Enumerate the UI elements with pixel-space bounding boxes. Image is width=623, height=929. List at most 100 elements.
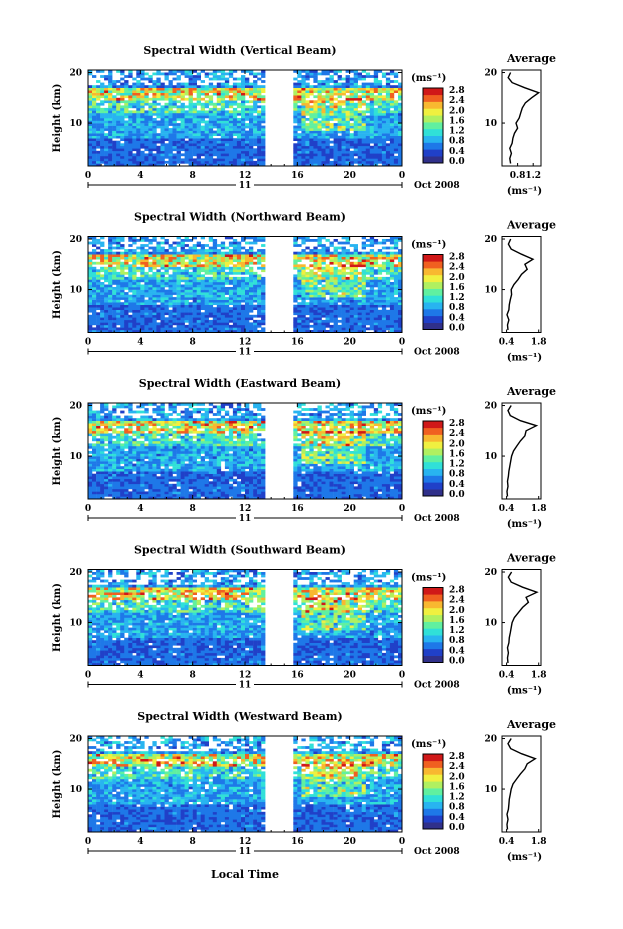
colorbar-tick-label: 0.4 [449,813,465,823]
colorbar-unit-label: (ms⁻¹) [411,406,446,417]
colorbar-segment [423,822,443,830]
day-label: 11 [239,514,252,524]
y-axis-label: Height (km) [52,250,63,319]
colorbar-segment [423,655,443,663]
avg-x-axis-label: (ms⁻¹) [507,353,542,364]
avg-y-tick-label: 20 [484,235,497,245]
x-tick-label: 4 [137,504,143,514]
colorbar-tick-label: 1.6 [449,449,465,459]
avg-y-tick-label: 20 [484,568,497,578]
colorbar-segment [423,808,443,816]
x-tick-label: 12 [239,837,252,847]
colorbar-tick-label: 1.2 [449,127,465,137]
y-tick-label: 20 [69,69,82,79]
colorbar-segment [423,295,443,303]
y-axis-label: Height (km) [52,84,63,153]
avg-y-tick-label: 10 [484,286,497,296]
colorbar-segment [423,281,443,289]
x-tick-label: 20 [343,837,356,847]
colorbar-segment [423,815,443,823]
colorbar-tick-label: 0.0 [449,157,465,167]
y-tick-label: 20 [69,402,82,412]
y-tick-label: 10 [69,119,82,129]
colorbar-segment [423,774,443,782]
spectral-width-field [88,736,403,833]
colorbar-segment [423,594,443,602]
date-label: Oct 2008 [414,514,460,524]
colorbar-tick-label: 0.0 [449,823,465,833]
panel-2: Spectral Width (Eastward Beam) 0 4 8 12 16 20 0… [52,377,556,530]
colorbar-segment [423,288,443,296]
average-title: Average [506,552,556,565]
colorbar-segment [423,261,443,269]
date-label: Oct 2008 [414,181,460,191]
colorbar-segment [423,122,443,130]
avg-x-tick-label: 1.8 [531,837,547,847]
colorbar-tick-label: 0.0 [449,657,465,667]
average-profile-line [506,238,535,331]
average-title: Average [506,385,556,398]
colorbar-frame [422,420,444,497]
colorbar-tick-label: 2.0 [449,106,465,116]
colorbar-segment [423,628,443,636]
colorbar-segment [423,760,443,768]
colorbar-tick-label: 0.8 [449,803,465,813]
day-label-bg [236,513,254,523]
spectral-width-field [88,70,403,167]
day-label: 11 [239,348,252,358]
colorbar-tick-label: 0.4 [449,313,465,323]
day-label-bg [236,346,254,357]
colorbar-tick-label: 2.4 [449,596,465,606]
colorbar-unit-label: (ms⁻¹) [411,573,446,584]
x-tick-label: 20 [343,671,356,681]
x-tick-label: 16 [291,171,304,181]
average-profile-line [506,571,539,664]
panel-title: Spectral Width (Northward Beam) [134,211,346,224]
x-tick-label: 20 [343,171,356,181]
date-label: Oct 2008 [414,348,460,358]
day-label-bg [236,180,254,190]
x-tick-label: 0 [85,671,91,681]
x-tick-label: 8 [190,171,196,181]
colorbar-tick-label: 2.8 [449,419,465,429]
panel-title: Spectral Width (Westward Beam) [137,710,342,723]
x-tick-label: 12 [239,504,252,514]
x-tick-label: 4 [137,837,143,847]
average-title: Average [506,219,556,232]
colorbar-segment [423,421,443,429]
average-frame [501,236,542,333]
x-tick-label: 8 [190,671,196,681]
colorbar-tick-label: 1.6 [449,616,465,626]
colorbar-segment [423,142,443,150]
colorbar-tick-label: 2.4 [449,263,465,273]
x-tick-label: 0 [85,504,91,514]
avg-x-tick-label: 1.2 [525,171,541,181]
colorbar-tick-label: 1.2 [449,793,465,803]
colorbar-tick-label: 2.4 [449,96,465,106]
average-title: Average [506,52,556,65]
avg-x-tick-label: 1.8 [531,671,547,681]
colorbar-tick-label: 2.8 [449,586,465,596]
colorbar-segment [423,621,443,629]
colorbar-tick-label: 1.2 [449,626,465,636]
colorbar-tick-label: 2.4 [449,429,465,439]
colorbar-segment [423,475,443,483]
day-label-bg [236,846,254,856]
colorbar-tick-label: 0.4 [449,646,465,656]
average-profile-line [507,72,541,164]
colorbar-tick-label: 0.4 [449,147,465,157]
y-tick-label: 20 [69,235,82,245]
colorbar-segment [423,788,443,796]
y-tick-label: 10 [69,286,82,296]
day-label-bg [236,679,254,690]
colorbar-unit-label: (ms⁻¹) [411,240,446,251]
x-tick-label: 4 [137,338,143,348]
colorbar-segment [423,794,443,802]
x-tick-label: 0 [399,837,405,847]
colorbar-segment [423,635,443,643]
date-label: Oct 2008 [414,847,460,857]
colorbar-segment [423,108,443,116]
colorbar-tick-label: 2.8 [449,86,465,96]
x-tick-label: 16 [291,338,304,348]
